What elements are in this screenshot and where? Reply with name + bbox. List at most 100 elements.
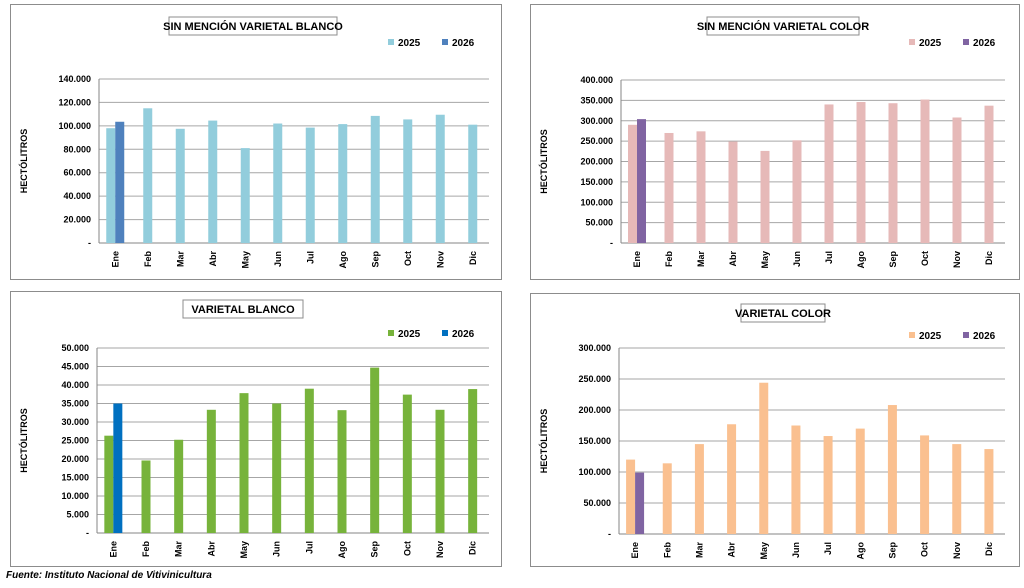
bar-2025-jul	[823, 436, 833, 534]
chart-svg: SIN MENCIÓN VARIETAL BLANCO - 20.000 40.000…	[18, 16, 489, 269]
x-tick-label: Abr	[208, 251, 218, 267]
chart-title: SIN MENCIÓN VARIETAL COLOR	[697, 20, 869, 33]
y-tick-label: 80.000	[63, 144, 91, 154]
source-note: Fuente: Instituto Nacional de Vitivinicu…	[6, 570, 212, 581]
x-tick-label: Oct	[920, 251, 930, 266]
legend-label: 2025	[398, 329, 421, 340]
x-tick-label: May	[240, 251, 250, 269]
bar-2025-jul	[824, 104, 834, 243]
bar-2026-ene	[637, 119, 646, 243]
bar-2025-may	[239, 393, 249, 533]
bar-2025-nov	[435, 409, 445, 533]
bar-2025-jul	[304, 388, 314, 533]
x-tick-label: Oct	[403, 251, 413, 266]
y-tick-label: 150.000	[578, 436, 611, 446]
x-tick-label: Ago	[855, 542, 865, 560]
y-tick-label: 300.000	[580, 116, 613, 126]
chart-title: SIN MENCIÓN VARIETAL BLANCO	[163, 20, 343, 33]
bar-2025-may	[760, 150, 770, 243]
y-tick-label: 60.000	[63, 168, 91, 178]
y-tick-label: 250.000	[580, 136, 613, 146]
legend-label: 2025	[919, 38, 942, 49]
bar-2025-ene	[104, 435, 114, 533]
x-tick-label: Oct	[920, 542, 930, 557]
x-tick-label: Sep	[887, 542, 897, 559]
bar-2025-sep	[370, 115, 380, 243]
y-tick-label: 50.000	[61, 343, 89, 353]
y-tick-label: 45.000	[61, 362, 89, 372]
bar-2025-abr	[208, 120, 218, 243]
chart-title-box	[706, 16, 860, 36]
chart-title-group: VARIETAL COLOR	[735, 303, 831, 323]
bar-2025-oct	[402, 394, 412, 533]
x-tick-label: Jun	[273, 251, 283, 267]
legend-label: 2025	[398, 38, 421, 49]
bar-2025-oct	[920, 99, 930, 243]
y-tick-label: 250.000	[578, 374, 611, 384]
x-tick-label: Mar	[175, 251, 185, 268]
legend-swatch	[963, 39, 969, 45]
x-tick-label: Mar	[694, 542, 704, 559]
bar-2026-ene	[635, 472, 645, 534]
y-tick-label: 400.000	[580, 75, 613, 85]
y-tick-label: -	[610, 238, 613, 248]
x-tick-label: May	[760, 251, 770, 269]
bar-2025-ago	[855, 428, 865, 534]
chart-title-box	[182, 299, 304, 319]
x-tick-label: Dic	[468, 541, 478, 555]
bar-2025-sep	[888, 103, 898, 243]
bar-2025-ene	[626, 459, 636, 534]
bar-2025-mar	[175, 128, 185, 243]
chart-title-box	[168, 16, 338, 36]
bar-2025-jun	[792, 140, 802, 243]
legend-swatch	[963, 332, 969, 338]
y-tick-label: -	[86, 528, 89, 538]
chart-svg: SIN MENCIÓN VARIETAL COLOR - 50.000 100.000…	[538, 16, 1005, 269]
x-tick-label: Jul	[823, 542, 833, 555]
y-axis-label: HECTÓLITROS	[18, 408, 29, 473]
y-tick-label: -	[88, 238, 91, 248]
x-tick-label: May	[759, 542, 769, 560]
x-tick-label: Jul	[824, 251, 834, 264]
x-tick-label: Ago	[338, 251, 348, 269]
legend-label: 2026	[452, 38, 475, 49]
chart-title: VARIETAL COLOR	[735, 308, 831, 320]
bar-2025-sep	[370, 367, 380, 533]
x-tick-label: Dic	[984, 251, 994, 265]
y-tick-label: 120.000	[58, 97, 91, 107]
y-tick-label: 35.000	[61, 399, 89, 409]
x-tick-label: Abr	[728, 251, 738, 267]
chart-svg: VARIETAL BLANCO - 5.000 10.000 15.000 20.000 2…	[18, 299, 489, 559]
x-tick-label: Ago	[337, 541, 347, 559]
bar-2025-mar	[174, 439, 184, 533]
bar-2025-ago	[856, 102, 866, 243]
legend-swatch	[909, 332, 915, 338]
x-tick-label: Nov	[435, 251, 445, 268]
x-tick-label: May	[239, 541, 249, 559]
y-tick-label: 30.000	[61, 417, 89, 427]
y-tick-label: 50.000	[583, 498, 611, 508]
y-tick-label: 300.000	[578, 343, 611, 353]
bar-2025-ene	[106, 128, 116, 243]
legend-label: 2026	[452, 329, 475, 340]
bar-2025-jun	[791, 425, 801, 534]
bar-2025-feb	[141, 460, 151, 533]
bar-2025-abr	[728, 141, 738, 243]
legend: 2025 2026	[909, 38, 996, 49]
y-axis-label: HECTÓLITROS	[18, 129, 29, 194]
chart-title-group: SIN MENCIÓN VARIETAL COLOR	[697, 16, 869, 36]
y-tick-label: 100.000	[580, 197, 613, 207]
bar-2025-dic	[984, 105, 994, 243]
y-tick-label: 200.000	[580, 157, 613, 167]
bar-2025-oct	[920, 435, 930, 534]
x-tick-label: Mar	[174, 541, 184, 558]
y-tick-label: 50.000	[585, 218, 613, 228]
y-tick-label: 10.000	[61, 491, 89, 501]
bar-2025-feb	[664, 132, 674, 243]
y-tick-label: 20.000	[63, 215, 91, 225]
bar-2025-may	[759, 382, 769, 534]
legend-swatch	[388, 330, 394, 336]
y-tick-label: -	[608, 529, 611, 539]
x-tick-label: Dic	[468, 251, 478, 265]
y-tick-label: 150.000	[580, 177, 613, 187]
